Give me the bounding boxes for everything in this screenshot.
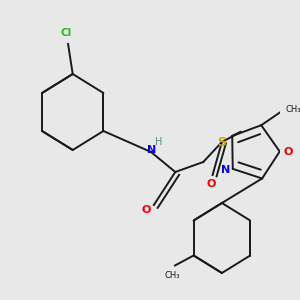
Text: CH₃: CH₃ <box>164 271 180 280</box>
Text: O: O <box>206 179 215 189</box>
Text: O: O <box>142 205 151 215</box>
Text: N: N <box>221 165 230 175</box>
Text: CH₃: CH₃ <box>286 105 300 114</box>
Text: Cl: Cl <box>61 28 72 38</box>
Text: N: N <box>147 145 157 155</box>
Text: O: O <box>284 146 293 157</box>
Text: S: S <box>218 136 226 148</box>
Text: H: H <box>155 137 162 147</box>
